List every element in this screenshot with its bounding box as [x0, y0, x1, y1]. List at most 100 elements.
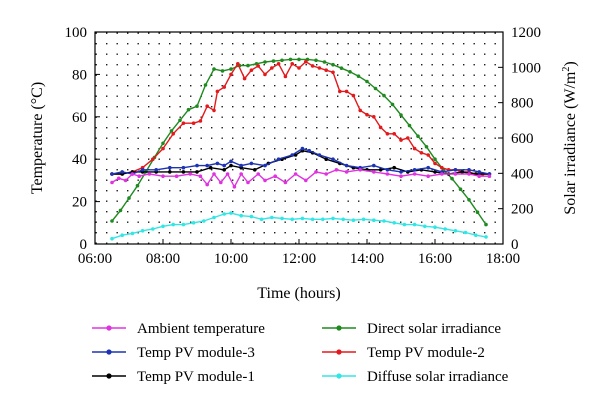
data-point-ambient-temperature	[358, 168, 363, 172]
data-point-temp-pv-module-3	[331, 157, 335, 161]
data-point-diffuse-solar-irradiance	[321, 217, 325, 222]
data-point-diffuse-solar-irradiance	[290, 217, 295, 222]
data-point-temp-pv-module-1	[324, 157, 329, 161]
data-point-diffuse-solar-irradiance	[202, 219, 206, 223]
data-point-direct-solar-irradiance	[288, 57, 293, 62]
data-point-temp-pv-module-2	[365, 112, 369, 117]
data-point-direct-solar-irradiance	[212, 67, 216, 71]
data-point-temp-pv-module-1	[253, 168, 257, 172]
data-point-ambient-temperature	[314, 170, 318, 174]
data-point-temp-pv-module-2	[181, 121, 186, 125]
data-point-diffuse-solar-irradiance	[412, 222, 417, 227]
data-point-temp-pv-module-2	[229, 72, 233, 77]
x-tick-label: 14:00	[350, 251, 384, 267]
data-point-ambient-temperature	[188, 172, 192, 176]
legend-label-temp-pv-module-3: Temp PV module-3	[137, 345, 255, 361]
legend-label-temp-pv-module-2: Temp PV module-2	[367, 345, 485, 361]
data-point-diffuse-solar-irradiance	[161, 224, 165, 229]
data-point-ambient-temperature	[440, 172, 444, 176]
left-y-tick-label: 40	[72, 152, 87, 168]
plot-area-background	[95, 32, 503, 244]
data-point-direct-solar-irradiance	[424, 145, 429, 149]
data-point-direct-solar-irradiance	[161, 141, 165, 146]
data-point-ambient-temperature	[219, 180, 223, 185]
data-point-direct-solar-irradiance	[203, 83, 208, 87]
data-point-direct-solar-irradiance	[467, 198, 471, 202]
data-point-diffuse-solar-irradiance	[222, 212, 226, 216]
data-point-temp-pv-module-2	[385, 132, 390, 136]
data-point-temp-pv-module-1	[433, 170, 437, 174]
x-tick-label: 16:00	[418, 251, 452, 267]
left-y-tick-label: 0	[80, 237, 88, 253]
data-point-direct-solar-irradiance	[263, 60, 267, 64]
data-point-diffuse-solar-irradiance	[463, 230, 468, 235]
legend-label-ambient-temperature: Ambient temperature	[137, 321, 265, 337]
data-point-ambient-temperature	[399, 174, 403, 178]
legend-marker-temp-pv-module-2	[336, 349, 342, 355]
data-point-direct-solar-irradiance	[169, 129, 174, 133]
data-point-temp-pv-module-1	[181, 170, 186, 174]
data-point-direct-solar-irradiance	[135, 183, 140, 188]
data-point-ambient-temperature	[246, 180, 250, 185]
data-point-diffuse-solar-irradiance	[392, 221, 397, 225]
right-y-tick-label: 600	[511, 131, 534, 147]
data-point-temp-pv-module-2	[419, 151, 424, 155]
data-point-temp-pv-module-2	[358, 108, 363, 113]
data-point-temp-pv-module-3	[385, 168, 390, 172]
legend-label-diffuse-solar-irradiance: Diffuse solar irradiance	[367, 369, 509, 385]
data-point-temp-pv-module-3	[399, 170, 403, 174]
data-point-temp-pv-module-3	[205, 163, 209, 168]
data-point-diffuse-solar-irradiance	[270, 215, 274, 220]
data-point-diffuse-solar-irradiance	[372, 218, 376, 222]
x-tick-label: 08:00	[146, 251, 180, 267]
data-point-diffuse-solar-irradiance	[110, 236, 114, 241]
data-point-temp-pv-module-2	[256, 64, 261, 68]
data-point-diffuse-solar-irradiance	[140, 229, 145, 233]
data-point-temp-pv-module-2	[426, 153, 431, 157]
right-y-tick-label: 800	[511, 96, 534, 112]
data-point-temp-pv-module-2	[399, 138, 403, 142]
data-point-direct-solar-irradiance	[407, 123, 412, 128]
data-point-direct-solar-irradiance	[178, 118, 182, 123]
series-line-ambient-temperature	[111, 169, 490, 189]
right-y-tick-label: 1200	[511, 25, 541, 41]
data-point-ambient-temperature	[137, 174, 141, 178]
data-point-temp-pv-module-2	[290, 62, 295, 66]
data-point-temp-pv-module-2	[215, 89, 220, 94]
data-point-temp-pv-module-2	[351, 93, 356, 98]
data-point-ambient-temperature	[412, 172, 417, 176]
data-point-temp-pv-module-3	[168, 165, 172, 170]
series-direct-solar-irradiance	[110, 57, 488, 227]
data-point-temp-pv-module-3	[195, 163, 199, 168]
data-point-temp-pv-module-3	[181, 165, 186, 170]
legend-label-direct-solar-irradiance: Direct solar irradiance	[367, 321, 501, 337]
data-point-temp-pv-module-3	[249, 161, 254, 166]
data-point-temp-pv-module-1	[208, 165, 213, 170]
data-point-diffuse-solar-irradiance	[433, 225, 437, 229]
data-point-direct-solar-irradiance	[365, 79, 369, 84]
data-point-diffuse-solar-irradiance	[130, 231, 135, 236]
data-point-temp-pv-module-3	[276, 157, 281, 161]
x-axis-title: Time (hours)	[257, 285, 340, 302]
data-point-temp-pv-module-1	[195, 170, 199, 174]
data-point-temp-pv-module-2	[297, 66, 301, 70]
data-point-diffuse-solar-irradiance	[191, 221, 196, 225]
data-point-ambient-temperature	[198, 174, 203, 178]
data-point-diffuse-solar-irradiance	[120, 233, 124, 237]
data-point-temp-pv-module-3	[477, 170, 482, 174]
data-point-ambient-temperature	[256, 172, 261, 176]
data-point-temp-pv-module-3	[263, 163, 267, 168]
data-point-direct-solar-irradiance	[229, 67, 233, 71]
data-point-temp-pv-module-2	[406, 136, 410, 140]
data-point-temp-pv-module-2	[317, 66, 322, 70]
data-point-ambient-temperature	[130, 172, 135, 176]
data-point-direct-solar-irradiance	[110, 219, 114, 223]
series-temp-pv-module-2	[110, 59, 492, 176]
data-point-temp-pv-module-3	[120, 170, 124, 174]
right-y-axis-title-main: Solar irradiance (W/m	[562, 71, 579, 215]
data-point-temp-pv-module-1	[168, 170, 172, 174]
series-diffuse-solar-irradiance	[110, 211, 488, 241]
data-point-diffuse-solar-irradiance	[181, 222, 186, 227]
data-point-temp-pv-module-2	[191, 121, 196, 125]
data-point-temp-pv-module-2	[151, 157, 155, 161]
